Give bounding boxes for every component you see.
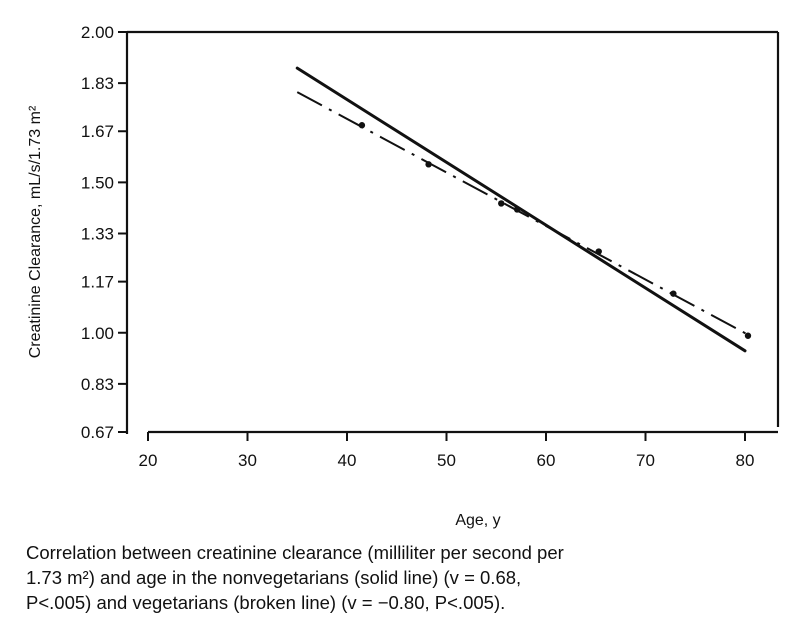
x-tick-label: 80 — [736, 451, 755, 470]
x-axis-ticks: 20 30 40 50 60 70 80 — [139, 432, 755, 470]
chart: 2.00 1.83 1.67 1.50 1.33 1.17 1.00 0.83 0.67 20 3… — [27, 23, 780, 529]
x-tick-label: 20 — [139, 451, 158, 470]
series-layer — [295, 66, 752, 353]
y-tick-label: 1.50 — [81, 173, 114, 192]
x-tick-label: 30 — [238, 451, 257, 470]
figure-caption: Correlation between creatinine clearance… — [26, 540, 796, 615]
caption-line-2: 1.73 m²) and age in the nonvegetarians (… — [26, 567, 522, 588]
caption-line-3: P<.005) and vegetarians (broken line) (v… — [26, 592, 506, 613]
y-tick-label: 1.33 — [81, 225, 114, 244]
y-axis-ticks: 2.00 1.83 1.67 1.50 1.33 1.17 1.00 0.83 0.67 — [81, 23, 127, 442]
series-vegetarians-broken-line — [296, 91, 751, 337]
series-vegetarians-point — [425, 161, 432, 168]
y-tick-label: 2.00 — [81, 23, 114, 42]
series-vegetarians-point — [595, 248, 602, 255]
x-tick-label: 60 — [537, 451, 556, 470]
y-tick-label: 0.67 — [81, 423, 114, 442]
x-axis-title: Age, y — [455, 512, 500, 529]
y-tick-label: 0.83 — [81, 375, 114, 394]
y-axis-title: Creatinine Clearance, mL/s/1.73 m² — [27, 105, 44, 358]
x-tick-label: 70 — [636, 451, 655, 470]
y-tick-label: 1.67 — [81, 122, 114, 141]
caption-line-1: Correlation between creatinine clearance… — [26, 542, 564, 563]
y-tick-label: 1.00 — [81, 324, 114, 343]
series-vegetarians-point — [744, 332, 752, 339]
series-vegetarians-point — [358, 122, 366, 129]
series-vegetarians-point — [498, 200, 505, 207]
x-tick-label: 50 — [437, 451, 456, 470]
x-tick-label: 40 — [338, 451, 357, 470]
series-nonvegetarians-solid-line — [295, 66, 747, 353]
series-vegetarians-point — [513, 206, 521, 213]
y-tick-label: 1.83 — [81, 74, 114, 93]
plot-frame — [125, 30, 780, 434]
series-vegetarians-point — [670, 290, 677, 297]
y-tick-label: 1.17 — [81, 273, 114, 292]
